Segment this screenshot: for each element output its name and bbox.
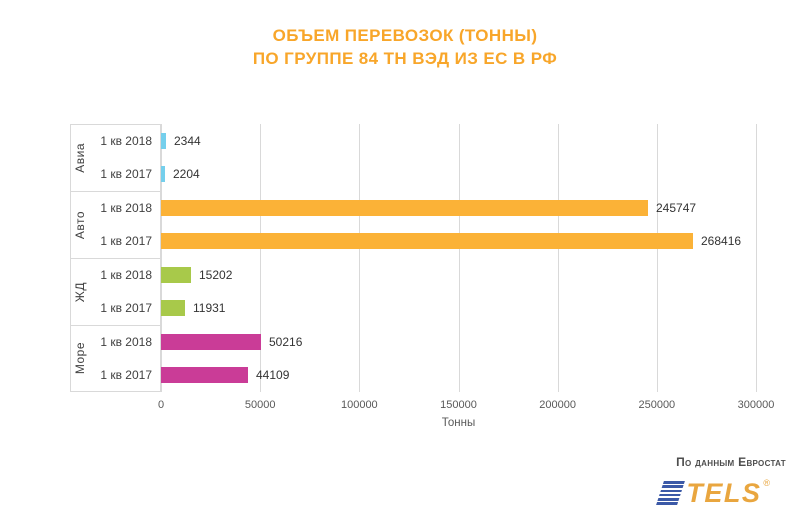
category-label: Море bbox=[73, 342, 87, 375]
series-label: 1 кв 2018 bbox=[100, 133, 152, 148]
bar-value-label: 268416 bbox=[701, 234, 742, 249]
tels-logo: TELS ® bbox=[656, 478, 770, 508]
bar-value-label: 50216 bbox=[269, 334, 303, 349]
x-tick-label: 150000 bbox=[440, 399, 477, 411]
bar-value-label: 2344 bbox=[174, 133, 201, 148]
x-tick-label: 100000 bbox=[340, 399, 378, 411]
series-label: 1 кв 2017 bbox=[100, 368, 152, 383]
bar-value-label: 44109 bbox=[256, 368, 290, 383]
category-group-box: ЖД bbox=[70, 258, 161, 326]
registered-trademark-icon: ® bbox=[763, 478, 770, 488]
series-label: 1 кв 2017 bbox=[100, 234, 152, 249]
chart-title-line2: ПО ГРУППЕ 84 ТН ВЭД ИЗ ЕС В РФ bbox=[252, 49, 558, 68]
bar bbox=[161, 132, 166, 149]
gridline bbox=[161, 124, 162, 392]
tels-logo-text: TELS bbox=[686, 478, 762, 508]
gridline bbox=[656, 124, 658, 392]
bar-value-label: 245747 bbox=[656, 200, 697, 215]
series-label: 1 кв 2017 bbox=[100, 167, 152, 182]
category-group-box: Авто bbox=[70, 191, 161, 259]
category-label: Авто bbox=[73, 210, 87, 240]
category-group-box: Море bbox=[70, 325, 161, 392]
category-label: ЖД bbox=[73, 281, 87, 303]
x-tick-label: 200000 bbox=[539, 399, 577, 411]
data-source-note: По данным Евростат bbox=[676, 455, 786, 469]
bar-value-label: 11931 bbox=[193, 301, 226, 316]
series-label: 1 кв 2017 bbox=[100, 301, 152, 316]
x-tick-label: 0 bbox=[157, 399, 165, 411]
bar bbox=[161, 266, 191, 283]
tels-logo-stripes-icon bbox=[656, 481, 686, 505]
chart-title-line1: ОБЪЕМ ПЕРЕВОЗОК (ТОННЫ) bbox=[272, 26, 538, 45]
gridline bbox=[756, 124, 757, 392]
x-axis-title: Тонны bbox=[441, 417, 476, 429]
bar bbox=[161, 166, 165, 183]
category-label: Авиа bbox=[73, 143, 87, 173]
bar bbox=[161, 333, 261, 350]
bar bbox=[161, 367, 248, 384]
series-label: 1 кв 2018 bbox=[100, 334, 152, 349]
chart-title: ОБЪЕМ ПЕРЕВОЗОК (ТОННЫ) ПО ГРУППЕ 84 ТН … bbox=[0, 24, 810, 70]
gridline bbox=[359, 124, 361, 392]
bar bbox=[161, 300, 185, 317]
gridline bbox=[458, 124, 460, 392]
series-label: 1 кв 2018 bbox=[100, 200, 152, 215]
series-label: 1 кв 2018 bbox=[100, 267, 152, 282]
bar bbox=[161, 233, 693, 250]
bar bbox=[161, 199, 648, 216]
x-tick-label: 250000 bbox=[638, 399, 676, 411]
x-tick-label: 300000 bbox=[737, 399, 775, 411]
gridline bbox=[260, 124, 262, 392]
x-tick-label: 50000 bbox=[244, 399, 276, 411]
bar-value-label: 2204 bbox=[173, 167, 200, 182]
gridline bbox=[557, 124, 559, 392]
bar-value-label: 15202 bbox=[199, 267, 233, 282]
